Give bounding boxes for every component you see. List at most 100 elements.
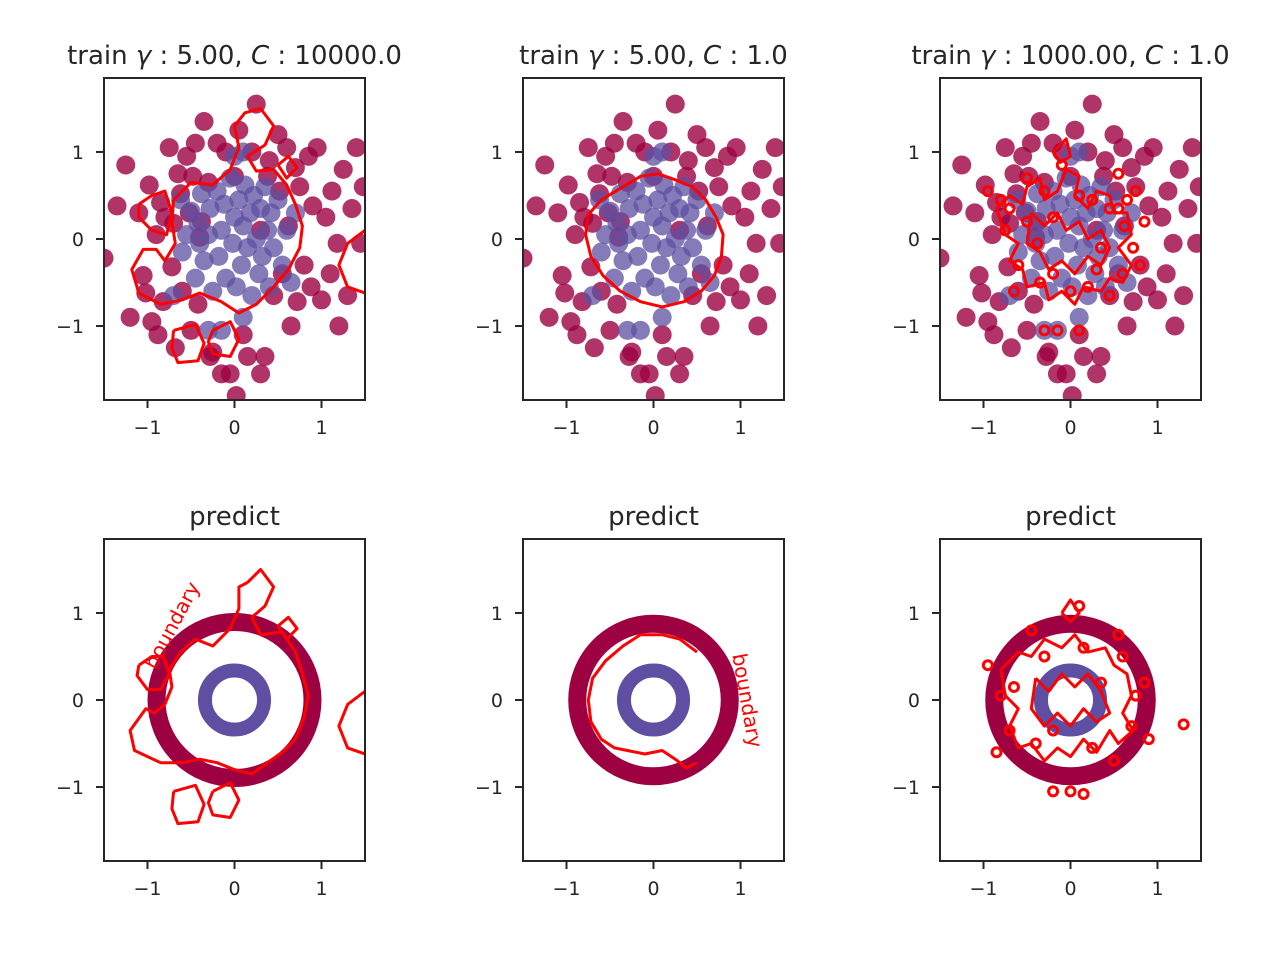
inner-class-point: [249, 264, 269, 284]
boundary-contour: [1025, 211, 1112, 276]
outer-class-point: [726, 138, 746, 158]
outer-class-point: [1143, 138, 1163, 158]
outer-class-point: [678, 151, 698, 171]
x-tick-label: 1: [315, 878, 327, 900]
inner-class-point: [226, 277, 246, 297]
outer-class-point: [1137, 277, 1157, 297]
outer-class-point: [1158, 181, 1178, 201]
inner-class-point: [264, 238, 284, 258]
subplot-title: train γ : 5.00, C : 10000.0: [67, 41, 402, 71]
plot-area: boundary: [568, 614, 768, 786]
y-tick-label: 0: [908, 690, 920, 712]
outer-class-point: [333, 159, 353, 179]
outer-class-point: [548, 203, 568, 223]
outer-class-point: [1091, 346, 1111, 366]
boundary-ring: [1047, 785, 1060, 798]
outer-class-point: [139, 175, 159, 195]
inner-class-point: [678, 277, 698, 297]
outer-class-point: [565, 225, 585, 245]
outer-class-point: [312, 290, 331, 310]
outer-class-point: [353, 177, 365, 197]
outer-class-point: [251, 364, 271, 384]
inner-class-point: [652, 307, 672, 327]
outer-class-point: [104, 248, 114, 268]
x-tick-label: 0: [1064, 417, 1076, 439]
outer-class-point: [1117, 316, 1137, 336]
inner-class-point: [613, 251, 633, 271]
outer-class-point: [322, 181, 342, 201]
inner-class-point: [617, 320, 637, 340]
boundary-contour: [276, 154, 299, 180]
outer-class-point: [159, 138, 179, 158]
inner-ring: [197, 663, 272, 737]
outer-class-point: [558, 175, 578, 195]
outer-class-point: [587, 164, 607, 184]
inner-class-point: [650, 255, 670, 275]
outer-class-point: [1062, 386, 1082, 400]
outer-class-point: [116, 155, 136, 175]
outer-class-point: [301, 277, 321, 297]
boundary-contour: [999, 633, 1135, 763]
title-part: : 5.00,: [151, 41, 251, 71]
y-tick-label: 0: [72, 229, 84, 251]
inner-class-point: [209, 246, 229, 266]
outer-class-point: [327, 233, 347, 253]
outer-class-point: [307, 138, 327, 158]
outer-class-point: [956, 307, 976, 327]
inner-class-point: [191, 184, 211, 204]
inner-class-point: [231, 255, 251, 275]
outer-class-point: [570, 192, 590, 212]
outer-class-point: [226, 386, 246, 400]
title-part: C: [1145, 41, 1164, 71]
plot-area: [981, 598, 1190, 800]
outer-class-point: [316, 207, 336, 227]
boundary-ring: [1025, 624, 1038, 637]
inner-ring: [1033, 663, 1108, 737]
inner-class-point: [642, 233, 662, 253]
inner-class-point: [1065, 190, 1085, 210]
boundary-ring: [1073, 600, 1086, 613]
outer-class-point: [722, 196, 742, 216]
title-part: γ: [136, 41, 153, 71]
boundary-ring: [1003, 202, 1016, 215]
outer-class-point: [670, 364, 690, 384]
y-tick-label: 0: [491, 690, 503, 712]
boundary-ring: [1038, 650, 1051, 663]
inner-class-point: [281, 273, 301, 293]
boundary-ring: [1038, 185, 1051, 198]
outer-class-point: [1030, 112, 1050, 132]
inner-class-point: [633, 194, 653, 214]
title-part: γ: [588, 41, 605, 71]
boundary-ring: [1127, 241, 1140, 254]
outer-class-point: [1047, 364, 1067, 384]
outer-class-point: [1178, 199, 1198, 219]
outer-class-point: [943, 196, 963, 216]
subplot-title: predict: [1025, 502, 1116, 532]
boundary-ring: [1108, 754, 1120, 767]
outer-class-point: [1165, 316, 1185, 336]
boundary-ring: [981, 185, 994, 198]
outer-class-point: [1074, 346, 1094, 366]
outer-class-point: [665, 94, 685, 114]
outer-class-point: [602, 166, 622, 186]
inner-class-point: [1069, 142, 1089, 162]
boundary-contour: [1051, 137, 1072, 164]
inner-class-point: [630, 220, 650, 240]
outer-class-point: [648, 120, 668, 140]
outer-class-point: [211, 364, 231, 384]
boundary-ring: [1064, 785, 1077, 798]
inner-class-point: [652, 142, 672, 162]
outer-class-point: [739, 264, 759, 284]
subplot-5: boundary −1 0 1 1 0 −1 predict: [475, 502, 785, 900]
boundary-ring: [1047, 724, 1060, 737]
outer-class-point: [706, 292, 726, 312]
subplot-title: predict: [608, 502, 699, 532]
boundary-ring: [1077, 787, 1090, 800]
boundary-ring: [1121, 193, 1134, 206]
inner-class-point: [255, 177, 275, 197]
outer-class-point: [1174, 286, 1194, 306]
x-tick-label: 1: [315, 417, 327, 439]
title-part: : 1000.00,: [996, 41, 1145, 71]
x-tick-label: 1: [734, 417, 746, 439]
outer-class-point: [194, 112, 214, 132]
